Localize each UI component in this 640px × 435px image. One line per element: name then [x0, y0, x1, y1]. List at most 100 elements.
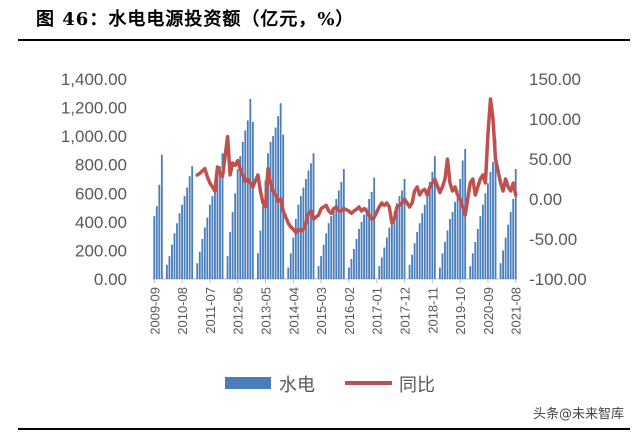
bar	[476, 229, 479, 279]
chart-area: 0.00 200.00 400.00 600.00 800.00 1,000.00 1,20…	[32, 44, 632, 414]
bottom-rule	[18, 428, 630, 430]
y-left-tick-label: 800.00	[75, 156, 127, 175]
bar	[241, 141, 244, 279]
bar	[229, 231, 232, 279]
bar	[459, 179, 462, 279]
bar	[449, 219, 451, 279]
bar	[322, 244, 325, 279]
bar	[155, 206, 158, 279]
bar	[363, 214, 365, 279]
bar	[244, 130, 247, 279]
bar	[171, 244, 173, 279]
bar	[489, 171, 492, 279]
bar	[358, 229, 360, 279]
bar	[216, 176, 219, 279]
bar	[350, 259, 353, 279]
bar	[332, 207, 335, 279]
y-left-tick-label: 600.00	[75, 184, 127, 203]
bar	[398, 196, 401, 279]
bar	[327, 223, 330, 279]
bar	[176, 223, 178, 279]
bar	[461, 160, 464, 279]
bar	[234, 193, 237, 279]
bar	[492, 161, 494, 279]
bar	[347, 267, 350, 279]
bar	[444, 241, 446, 279]
bar	[183, 196, 186, 279]
bar	[428, 181, 431, 279]
bar	[390, 220, 393, 279]
x-tick-label: 2020-09	[481, 287, 496, 335]
bar	[385, 237, 388, 279]
bar	[441, 253, 444, 279]
x-tick-label: 2011-07	[203, 287, 218, 334]
legend-swatch-bar	[225, 377, 271, 389]
y-left-tick-label: 1,200.00	[61, 99, 127, 118]
x-tick-label: 2015-03	[314, 287, 329, 335]
y-left-tick-label: 200.00	[75, 241, 127, 260]
legend: 水电 同比	[225, 375, 435, 395]
bar	[474, 241, 477, 279]
bar	[494, 139, 497, 279]
bar	[373, 177, 376, 279]
bar	[226, 256, 229, 279]
bar	[454, 201, 456, 279]
bar	[469, 266, 472, 279]
series-line	[195, 97, 518, 235]
x-tick-label: 2019-10	[453, 287, 468, 335]
bar	[337, 190, 340, 279]
bar	[211, 196, 214, 279]
bar	[487, 183, 489, 279]
bar	[355, 239, 358, 279]
bar	[481, 204, 484, 279]
title-rule	[18, 39, 630, 41]
bar	[380, 257, 383, 279]
bar	[411, 254, 414, 279]
x-tick-label: 2021-08	[509, 287, 524, 335]
bar	[471, 253, 474, 279]
bar	[396, 203, 398, 279]
bar	[191, 166, 194, 279]
bar	[512, 199, 515, 279]
bar	[378, 266, 381, 279]
bar	[330, 216, 333, 279]
line-series-yoy	[195, 97, 518, 235]
bar	[353, 249, 355, 279]
bar	[360, 221, 363, 279]
bar	[165, 264, 168, 279]
y-right-tick-label: 100.00	[529, 110, 581, 129]
y-right-tick-label: 150.00	[529, 70, 581, 89]
bar	[446, 230, 449, 279]
bar	[307, 170, 310, 279]
bar	[188, 176, 191, 279]
y-right-tick-label: 50.00	[529, 150, 572, 169]
x-tick-label: 2010-08	[175, 287, 190, 335]
bar	[302, 187, 305, 279]
bar	[208, 204, 211, 279]
bar	[203, 227, 206, 279]
legend-label-bar: 水电	[279, 375, 315, 395]
bar	[294, 219, 297, 279]
bar	[201, 239, 204, 279]
bar	[413, 243, 416, 279]
bar	[251, 121, 254, 279]
bar	[297, 204, 300, 279]
bar	[221, 153, 224, 279]
bar	[320, 256, 323, 279]
bar	[160, 154, 163, 279]
bar	[256, 253, 259, 279]
bar	[274, 127, 277, 279]
bar	[206, 217, 209, 279]
y-left-tick-label: 0.00	[94, 270, 127, 289]
x-tick-label: 2014-04	[286, 287, 301, 335]
y-left-tick-label: 1,400.00	[61, 70, 127, 89]
bar	[198, 251, 201, 279]
y-left-tick-label: 400.00	[75, 213, 127, 232]
y-left-tick-label: 1,000.00	[61, 127, 127, 146]
bar	[431, 171, 434, 279]
bar	[499, 263, 502, 279]
bar	[421, 213, 424, 279]
bar	[388, 227, 391, 279]
bar	[383, 247, 386, 279]
bar	[393, 211, 396, 279]
